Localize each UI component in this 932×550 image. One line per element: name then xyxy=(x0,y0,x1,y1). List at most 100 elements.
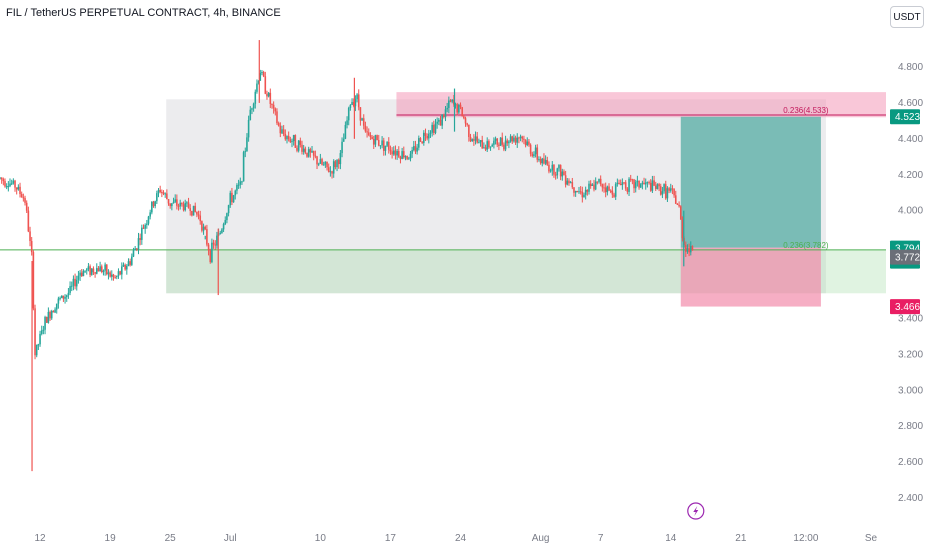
candle-body xyxy=(174,199,176,202)
candle-body xyxy=(529,144,532,154)
candle-body xyxy=(448,100,450,108)
candle-body xyxy=(376,135,378,141)
candle-body xyxy=(631,179,634,181)
stop-tag[interactable] xyxy=(890,299,920,315)
candle-body xyxy=(45,316,48,323)
candle-body xyxy=(364,125,367,132)
candle-body xyxy=(524,139,527,146)
candle-body xyxy=(579,191,582,193)
candle-body xyxy=(186,202,188,204)
candle-body xyxy=(516,137,519,143)
candle-body xyxy=(115,276,118,278)
candle-body xyxy=(232,195,235,203)
candle-body xyxy=(598,178,600,182)
candle-body xyxy=(159,189,161,192)
price-tick-label: 2.400 xyxy=(898,493,923,504)
candle-body xyxy=(0,177,3,180)
candle-body xyxy=(484,147,487,150)
candle-body xyxy=(654,185,657,189)
candle-body xyxy=(97,268,100,272)
level-tag[interactable] xyxy=(890,249,920,265)
candle-body xyxy=(566,180,569,185)
candle-body xyxy=(463,116,465,119)
candle-body xyxy=(458,104,460,113)
candle-body xyxy=(406,156,408,160)
candle-body xyxy=(342,138,345,142)
candle-body xyxy=(691,245,694,251)
candle-body xyxy=(394,150,397,156)
candle-body xyxy=(676,203,679,205)
candle-body xyxy=(177,205,180,207)
candle-body xyxy=(563,171,565,176)
candle-body xyxy=(499,137,502,146)
currency-button[interactable]: USDT xyxy=(890,6,924,28)
candle-body xyxy=(75,279,78,287)
candle-body xyxy=(443,114,445,118)
candle-body xyxy=(483,147,485,149)
candle-body xyxy=(609,190,612,192)
candle-body xyxy=(302,148,305,152)
target-box[interactable] xyxy=(680,116,821,248)
candle-body xyxy=(369,135,372,137)
candle-body xyxy=(681,219,684,239)
candle-body xyxy=(107,272,110,275)
candle-body xyxy=(249,109,252,120)
candle-body xyxy=(519,136,522,138)
candle-body xyxy=(689,245,692,253)
candle-body xyxy=(564,175,567,185)
candle-body xyxy=(100,266,103,273)
candle-body xyxy=(486,141,489,150)
candle-body xyxy=(105,264,108,275)
candle-body xyxy=(274,108,277,112)
candle-body xyxy=(611,190,614,195)
candle-body xyxy=(59,297,61,299)
candle-body xyxy=(294,135,297,148)
candle-body xyxy=(179,202,182,207)
candle-body xyxy=(55,303,58,310)
candle-body xyxy=(344,124,347,139)
candle-body xyxy=(189,208,192,211)
candle-body xyxy=(481,140,484,149)
candle-body xyxy=(407,158,410,160)
candle-body xyxy=(588,183,590,192)
candle-body xyxy=(396,150,398,156)
candle-body xyxy=(608,186,610,191)
candle-body xyxy=(389,149,392,152)
candle-body xyxy=(392,150,395,155)
candle-body xyxy=(474,136,477,141)
price-tick-label: 3.400 xyxy=(898,313,923,324)
candle-body xyxy=(469,136,472,142)
candle-body xyxy=(49,311,51,319)
target-tag[interactable] xyxy=(890,109,920,125)
candle-body xyxy=(678,204,680,207)
candle-body xyxy=(141,227,143,240)
candle-body xyxy=(17,186,20,190)
candle-body xyxy=(639,184,642,188)
candle-body xyxy=(381,140,383,146)
candle-body xyxy=(586,189,589,192)
candle-body xyxy=(129,261,131,265)
candle-body xyxy=(169,203,171,207)
candle-body xyxy=(666,188,669,199)
time-tick-label: 25 xyxy=(165,533,177,544)
candle-body xyxy=(374,135,377,145)
candle-body xyxy=(361,118,363,121)
candle-body xyxy=(64,297,66,299)
candle-body xyxy=(339,153,342,165)
candle-body xyxy=(44,316,46,330)
candle-body xyxy=(24,198,26,203)
candle-body xyxy=(0,177,1,179)
candle-body xyxy=(22,197,25,199)
candle-body xyxy=(282,129,285,134)
candle-body xyxy=(20,193,23,198)
candle-body xyxy=(679,206,682,220)
candle-body xyxy=(431,124,433,133)
stop-box[interactable] xyxy=(680,247,821,307)
candle-body xyxy=(504,140,507,150)
candle-body xyxy=(102,270,105,273)
candle-body xyxy=(439,119,442,126)
resistance-box[interactable] xyxy=(396,92,886,118)
candle-body xyxy=(539,159,542,164)
candle-body xyxy=(549,170,552,172)
